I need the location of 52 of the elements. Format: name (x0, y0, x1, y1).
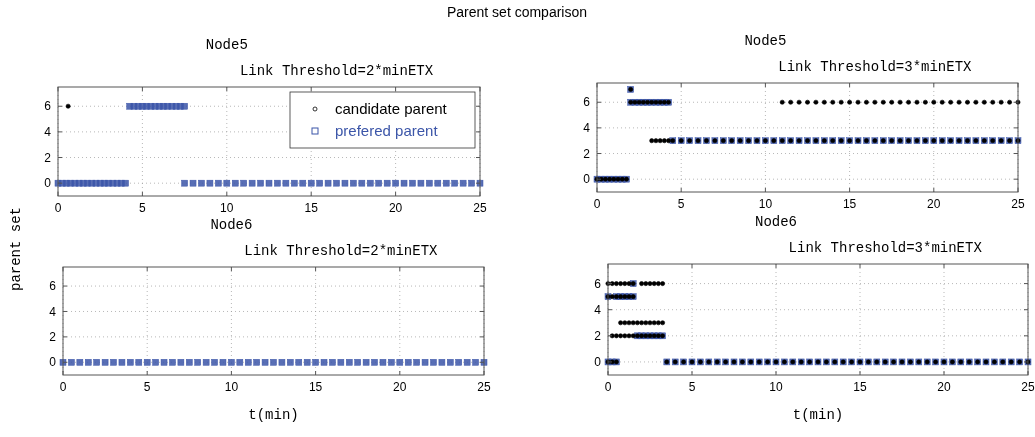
y-tick-label: 4 (44, 125, 52, 140)
x-tick-label: 15 (308, 380, 323, 394)
y-tick-label: 4 (583, 121, 591, 136)
x-tick-label: 5 (143, 380, 151, 394)
y-tick-label: 6 (583, 95, 591, 110)
y-tick-label: 2 (49, 330, 57, 345)
y-tick-label: 0 (44, 176, 52, 191)
x-tick-label: 5 (688, 380, 696, 394)
y-tick-label: 2 (44, 150, 52, 165)
x-tick-label: 25 (473, 201, 487, 215)
x-tick-label: 0 (604, 380, 612, 394)
legend-label: prefered parent (335, 122, 439, 140)
x-axis-title: t(min) (248, 407, 299, 423)
y-tick-label: 6 (44, 99, 52, 114)
x-tick-label: 20 (927, 197, 941, 211)
y-tick-label: 6 (49, 279, 57, 294)
x-tick-label: 0 (59, 380, 67, 394)
x-tick-label: 15 (304, 201, 319, 215)
x-tick-label: 5 (139, 201, 147, 215)
y-tick-label: 0 (594, 355, 602, 370)
chart-title: Node6 (210, 217, 253, 233)
chart-subtitle: Link Threshold=2*minETX (239, 63, 434, 79)
x-tick-label: 10 (220, 201, 234, 215)
legend-label: candidate parent (335, 100, 448, 118)
chart-title: Node5 (744, 33, 787, 49)
y-tick-label: 6 (594, 276, 602, 291)
x-tick-label: 5 (677, 197, 685, 211)
x-tick-label: 15 (853, 380, 867, 394)
x-tick-label: 10 (224, 380, 239, 394)
y-axis-title: parent set (8, 206, 24, 292)
chart-title: Node5 (205, 37, 248, 53)
chart-subtitle: Link Threshold=3*minETX (778, 59, 973, 75)
y-tick-label: 0 (49, 355, 57, 370)
x-tick-label: 15 (842, 197, 857, 211)
y-tick-label: 4 (49, 304, 57, 319)
chart-title: Node6 (754, 214, 798, 230)
x-tick-label: 25 (477, 380, 491, 394)
x-axis-title: t(min) (792, 407, 844, 423)
x-tick-label: 10 (758, 197, 773, 211)
y-tick-label: 2 (583, 146, 591, 161)
chart-subtitle: Link Threshold=2*minETX (244, 243, 439, 259)
text: Parent set comparison (446, 4, 588, 20)
y-tick-label: 0 (583, 172, 591, 187)
chart-subtitle: Link Threshold=3*minETX (788, 240, 983, 256)
x-tick-label: 20 (388, 201, 403, 215)
x-tick-label: 25 (1011, 197, 1025, 211)
y-tick-label: 2 (594, 329, 602, 344)
y-tick-label: 4 (594, 302, 602, 317)
x-tick-label: 20 (937, 380, 951, 394)
x-tick-label: 20 (393, 380, 407, 394)
x-tick-label: 25 (1021, 380, 1035, 394)
x-tick-label: 10 (769, 380, 783, 394)
